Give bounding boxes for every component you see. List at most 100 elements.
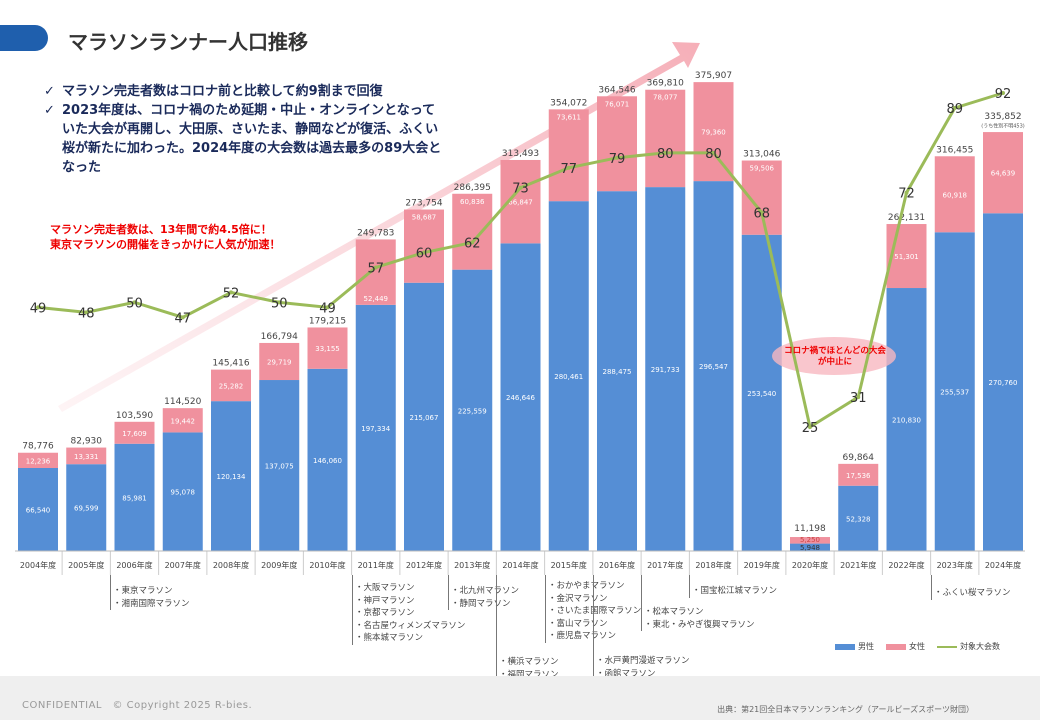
bar-female <box>452 193 493 270</box>
race-point <box>1001 91 1005 95</box>
race-note-item: ・福岡マラソン <box>499 669 559 680</box>
race-point <box>808 424 812 429</box>
growth-arrow <box>58 42 700 412</box>
male-label: 66,540 <box>26 507 51 515</box>
female-label: 79,360 <box>701 129 726 137</box>
race-label: 89 <box>946 102 963 117</box>
race-point <box>615 155 619 160</box>
race-point <box>132 300 137 305</box>
total-label: 179,215 <box>309 316 346 326</box>
male-label: 95,078 <box>171 489 196 497</box>
race-note: ・松本マラソン ・東北・みやぎ復興マラソン <box>644 606 755 631</box>
race-label: 72 <box>898 187 915 202</box>
bar-female <box>162 408 203 433</box>
race-point <box>84 310 89 315</box>
race-note-item: ・京都マラソン <box>355 608 415 618</box>
female-label: 17,609 <box>122 430 147 438</box>
category-label: 2005年度 <box>68 560 104 570</box>
bar-male <box>162 432 203 551</box>
bar-male <box>645 187 686 552</box>
race-label: 80 <box>657 147 674 162</box>
female-label: 60,918 <box>943 191 968 199</box>
race-label: 68 <box>753 207 770 222</box>
total-label: 145,416 <box>212 359 249 369</box>
race-label: 92 <box>995 87 1012 102</box>
race-label: 48 <box>78 306 95 321</box>
race-note-item: ・静岡マラソン <box>451 598 511 609</box>
note-divider <box>110 575 111 610</box>
bar-female <box>886 224 927 289</box>
race-label: 62 <box>464 237 481 252</box>
category-label: 2016年度 <box>599 560 635 570</box>
race-note-item: ・松本マラソン <box>644 607 704 617</box>
race-note: ・東京マラソン ・湘南国際マラソン <box>113 585 190 610</box>
legend: 男性 女性 対象大会数 <box>835 641 1000 652</box>
male-label: 296,547 <box>699 363 728 371</box>
race-note-item: ・北九州マラソン <box>451 586 520 596</box>
female-label: 52,449 <box>364 295 389 303</box>
note-divider <box>593 575 594 680</box>
race-point <box>711 150 716 155</box>
race-label: 50 <box>126 296 143 311</box>
note-divider <box>641 575 642 631</box>
race-label: 50 <box>271 296 288 311</box>
race-note-item: ・神戸マラソン <box>355 595 415 606</box>
category-label: 2019年度 <box>744 560 780 570</box>
legend-female: 女性 <box>886 641 925 652</box>
race-label: 80 <box>705 147 722 162</box>
female-label: 59,506 <box>750 165 775 173</box>
race-note-item: ・鹿児島マラソン <box>548 631 617 641</box>
covid-note: コロナ禍でほとんどの大会が中止に <box>784 346 886 367</box>
bar-male <box>741 234 782 551</box>
race-note-item: ・大阪マラソン <box>355 583 415 593</box>
male-label: 197,334 <box>361 425 390 433</box>
total-label: 103,590 <box>116 411 153 421</box>
legend-female-label: 女性 <box>909 642 925 651</box>
race-note: ・大阪マラソン ・神戸マラソン ・京都マラソン ・名古屋ウィメンズマラソン ・熊本城マラ… <box>355 582 465 645</box>
male-label: 225,559 <box>458 407 487 415</box>
race-note-item: ・金沢マラソン <box>548 593 608 604</box>
legend-male: 男性 <box>835 641 874 652</box>
bar-male <box>66 464 107 551</box>
category-label: 2017年度 <box>647 560 683 570</box>
legend-male-label: 男性 <box>858 642 874 651</box>
category-label: 2008年度 <box>213 560 249 570</box>
bar-male <box>452 269 493 551</box>
female-label: 13,331 <box>74 453 99 461</box>
race-note-item: ・横浜マラソン <box>499 657 559 667</box>
chart: 66,540 12,236 78,776 2004年度 69,599 13,331 82,9… <box>15 42 1025 575</box>
bar-male <box>500 243 541 551</box>
bar-male <box>790 543 830 551</box>
category-label: 2009年度 <box>261 560 297 570</box>
female-label: 66,847 <box>508 199 533 207</box>
total-label: 286,395 <box>454 183 491 193</box>
bar-male <box>838 485 879 551</box>
male-label: 210,830 <box>892 417 921 425</box>
category-label: 2020年度 <box>792 560 828 570</box>
race-label: 49 <box>319 301 336 316</box>
race-note-item: ・国宝松江城マラソン <box>692 586 778 596</box>
race-label: 47 <box>174 311 191 326</box>
female-label: 12,236 <box>26 457 51 465</box>
male-label: 52,328 <box>846 515 871 523</box>
bar-male <box>983 213 1023 551</box>
female-label: 17,536 <box>846 472 871 480</box>
female-label: 64,639 <box>991 170 1016 178</box>
total-label: 249,783 <box>357 228 394 238</box>
male-label: 5,948 <box>800 544 820 552</box>
race-label: 73 <box>512 182 529 197</box>
bar-female <box>66 447 107 465</box>
bar-female <box>597 96 637 192</box>
total-label: 273,754 <box>405 199 442 209</box>
race-point <box>180 315 185 320</box>
bar-female <box>259 342 300 381</box>
category-label: 2022年度 <box>888 560 924 570</box>
female-label: 5,250 <box>800 536 820 544</box>
race-label: 79 <box>609 152 626 167</box>
total-label: 69,864 <box>843 453 875 463</box>
bar-female <box>18 452 58 469</box>
race-note: ・水戸黄門漫遊マラソン ・函館マラソン <box>596 655 690 680</box>
race-point <box>518 185 523 190</box>
note-divider <box>689 575 690 598</box>
male-label: 146,060 <box>313 457 342 465</box>
